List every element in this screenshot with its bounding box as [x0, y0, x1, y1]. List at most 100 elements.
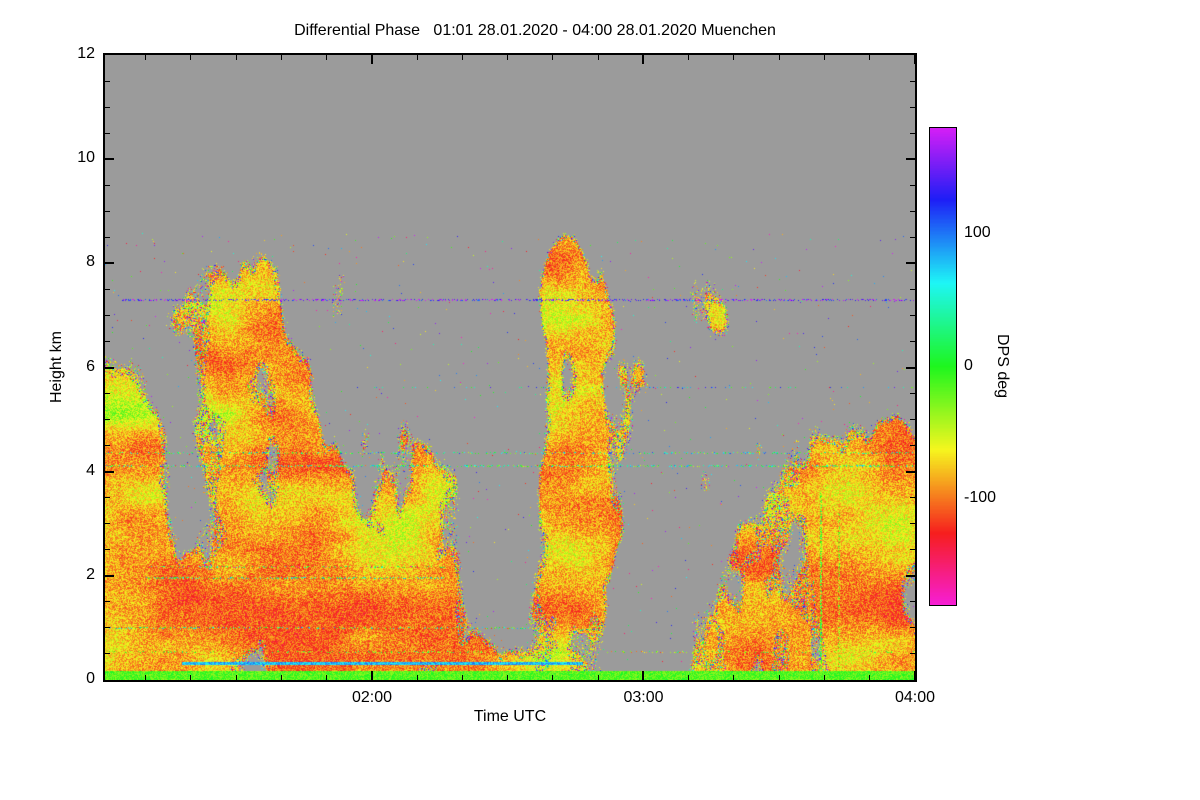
y-tick-label: 0: [86, 670, 95, 687]
y-tick-label: 10: [77, 149, 95, 167]
tick-mark: [416, 55, 418, 60]
tick-mark: [910, 288, 915, 290]
tick-mark: [906, 262, 915, 265]
tick-mark: [552, 675, 554, 680]
tick-mark: [105, 574, 114, 577]
tick-mark: [910, 627, 915, 629]
tick-mark: [910, 653, 915, 655]
tick-mark: [235, 675, 237, 680]
tick-mark: [910, 210, 915, 212]
tick-mark: [105, 419, 110, 421]
tick-mark: [280, 675, 282, 680]
tick-mark: [105, 132, 110, 134]
tick-mark: [105, 653, 110, 655]
tick-mark: [823, 55, 825, 60]
tick-mark: [733, 55, 735, 60]
colorbar-tick-label: -100: [964, 489, 997, 506]
tick-mark: [416, 675, 418, 680]
tick-mark: [105, 158, 114, 161]
y-tick-label: 2: [86, 565, 95, 583]
tick-mark: [105, 314, 110, 316]
tick-mark: [145, 55, 147, 60]
tick-mark: [906, 158, 915, 161]
tick-mark: [105, 340, 110, 342]
tick-mark: [507, 55, 509, 60]
x-tick-label: 02:00: [351, 689, 392, 706]
tick-mark: [105, 445, 110, 447]
y-tick-label: 6: [86, 357, 95, 375]
tick-mark: [823, 675, 825, 680]
tick-mark: [105, 523, 110, 525]
tick-mark: [105, 210, 110, 212]
heatmap-plot: [105, 55, 915, 680]
tick-mark: [910, 393, 915, 395]
tick-mark: [105, 106, 110, 108]
tick-mark: [910, 419, 915, 421]
tick-mark: [642, 671, 645, 680]
tick-mark: [190, 55, 192, 60]
colorbar-frame: [929, 127, 957, 606]
colorbar-tick-label: 100: [964, 224, 991, 241]
tick-mark: [145, 675, 147, 680]
tick-mark: [105, 601, 110, 603]
tick-mark: [190, 675, 192, 680]
tick-mark: [597, 675, 599, 680]
tick-mark: [906, 574, 915, 577]
tick-mark: [642, 55, 645, 64]
tick-mark: [910, 80, 915, 82]
tick-mark: [461, 55, 463, 60]
tick-mark: [733, 675, 735, 680]
tick-mark: [370, 55, 373, 64]
tick-mark: [910, 549, 915, 551]
colorbar-tick-label: 0: [964, 356, 973, 374]
tick-mark: [688, 675, 690, 680]
tick-mark: [910, 497, 915, 499]
y-tick-label: 8: [86, 253, 95, 271]
x-axis-label: Time UTC: [473, 708, 547, 725]
tick-mark: [906, 470, 915, 473]
tick-mark: [914, 55, 916, 64]
plot-frame: [103, 53, 917, 682]
tick-mark: [105, 470, 114, 473]
tick-mark: [280, 55, 282, 60]
tick-mark: [326, 55, 328, 60]
tick-mark: [910, 340, 915, 342]
tick-mark: [778, 55, 780, 60]
tick-mark: [910, 106, 915, 108]
tick-mark: [552, 55, 554, 60]
tick-mark: [910, 184, 915, 186]
tick-mark: [326, 675, 328, 680]
y-tick-label: 12: [77, 45, 95, 62]
tick-mark: [597, 55, 599, 60]
tick-mark: [105, 497, 110, 499]
tick-mark: [235, 55, 237, 60]
x-tick-label: 04:00: [894, 689, 936, 706]
tick-mark: [910, 601, 915, 603]
tick-mark: [105, 80, 110, 82]
tick-mark: [105, 262, 114, 265]
tick-mark: [910, 523, 915, 525]
colorbar: [930, 128, 956, 605]
x-tick-label: 03:00: [623, 689, 664, 706]
tick-mark: [910, 236, 915, 238]
tick-mark: [778, 675, 780, 680]
tick-mark: [507, 675, 509, 680]
tick-mark: [105, 366, 114, 369]
tick-mark: [105, 184, 110, 186]
tick-mark: [910, 314, 915, 316]
tick-mark: [914, 671, 916, 680]
tick-mark: [910, 132, 915, 134]
tick-mark: [906, 366, 915, 369]
tick-mark: [869, 675, 871, 680]
y-tick-label: 4: [86, 461, 95, 479]
tick-mark: [105, 627, 110, 629]
tick-mark: [105, 288, 110, 290]
colorbar-title: DPS deg: [994, 333, 1011, 399]
tick-mark: [461, 675, 463, 680]
tick-mark: [869, 55, 871, 60]
tick-mark: [105, 393, 110, 395]
tick-mark: [688, 55, 690, 60]
tick-mark: [370, 671, 373, 680]
tick-mark: [105, 236, 110, 238]
